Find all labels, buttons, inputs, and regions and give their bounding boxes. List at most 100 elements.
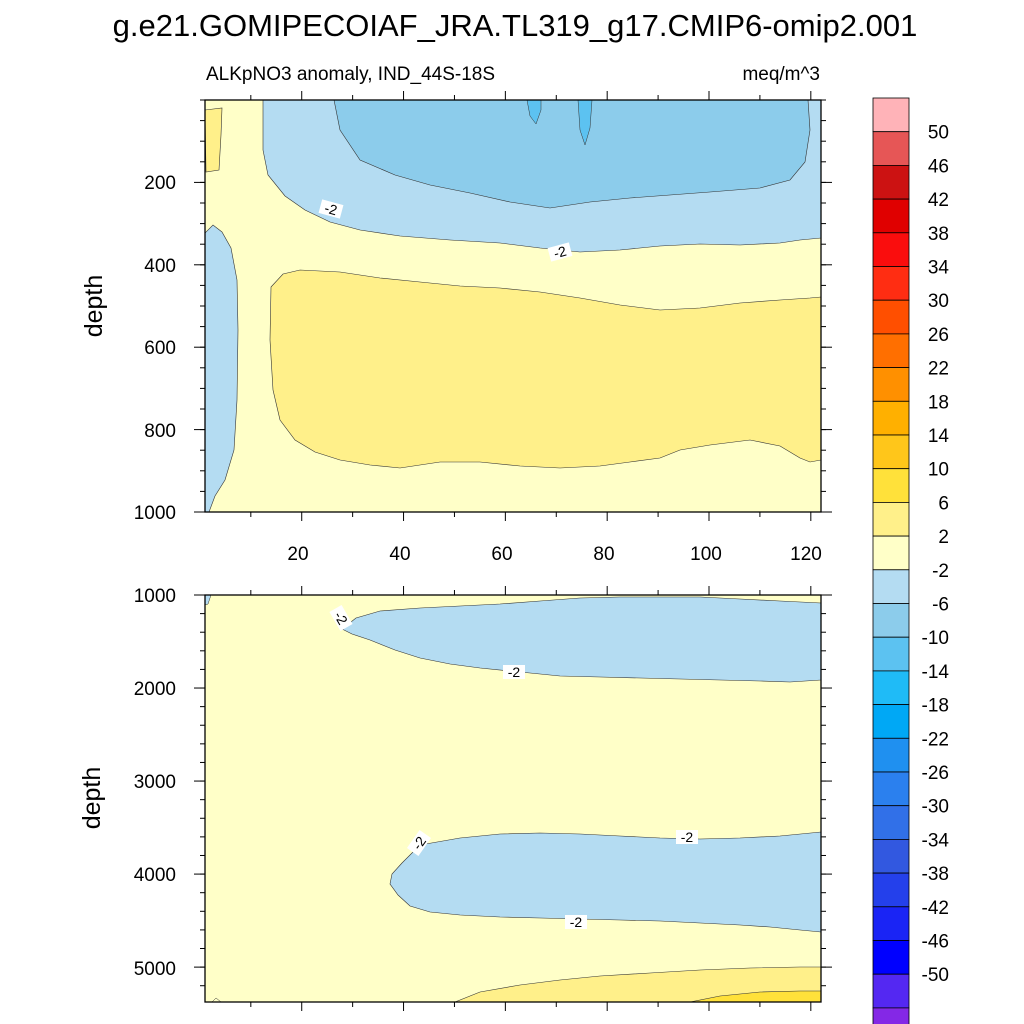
x-tick-label: 100 — [690, 544, 722, 565]
colorbar-swatch — [872, 771, 910, 807]
upper-y-axis-label: depth — [80, 275, 108, 338]
colorbar-label: -38 — [922, 864, 949, 885]
y-tick-label: 200 — [144, 173, 176, 194]
colorbar-label: 38 — [928, 224, 949, 245]
colorbar-swatch — [872, 468, 910, 503]
colorbar-swatch — [872, 400, 910, 436]
colorbar-swatch — [872, 805, 910, 840]
colorbar-swatch — [872, 232, 910, 267]
colorbar-swatch — [872, 198, 910, 234]
x-tick-label: 80 — [593, 544, 614, 565]
colorbar-swatch — [872, 569, 910, 604]
colorbar-label: -22 — [922, 729, 949, 750]
colorbar-label: 10 — [928, 460, 949, 481]
upper-contour-labels: -2 -2 — [318, 199, 573, 262]
lower-y-axis-label: depth — [78, 767, 106, 830]
contour-label: -2 — [323, 200, 339, 219]
y-tick-label: 800 — [144, 421, 176, 442]
colorbar-label: 30 — [928, 291, 949, 312]
contour-fragment — [211, 997, 222, 1002]
colorbar-swatch — [872, 940, 910, 975]
colorbar-swatch — [872, 906, 910, 941]
region-neg10-to-neg6 — [333, 100, 811, 209]
x-tick-label: 40 — [389, 544, 410, 565]
figure-title: g.e21.GOMIPECOIAF_JRA.TL319_g17.CMIP6-om… — [113, 8, 918, 43]
colorbar-swatch — [872, 839, 910, 874]
colorbar-swatch — [872, 872, 910, 908]
colorbar-swatch — [872, 603, 910, 638]
region-neg6-to-neg2-lower — [389, 831, 821, 933]
colorbar-swatch — [872, 434, 910, 470]
region-neg6-to-neg2-upper — [341, 596, 821, 683]
colorbar-swatch — [872, 1007, 910, 1024]
colorbar-label: 26 — [928, 325, 949, 346]
colorbar-label: 46 — [928, 156, 949, 177]
colorbar-label: 34 — [928, 258, 950, 279]
region-neg6-to-neg2-left — [205, 224, 239, 512]
x-tick-label: 120 — [790, 544, 822, 565]
y-tick-label: 400 — [144, 256, 176, 277]
colorbar-label: -50 — [922, 965, 949, 986]
region-neg6-corner — [205, 595, 212, 606]
y-tick-label: 600 — [144, 338, 176, 359]
colorbar-swatch — [872, 501, 910, 537]
upper-axis-ticks — [194, 91, 832, 521]
y-tick-label: 5000 — [134, 959, 176, 980]
region-neg14-spike-1 — [526, 100, 542, 125]
lower-plot-frame — [204, 594, 822, 1003]
region-6-to-10-bottom — [689, 990, 821, 1002]
region-2-to-6-surface — [205, 107, 223, 173]
colorbar-swatch — [872, 704, 910, 739]
colorbar-label: 2 — [938, 527, 949, 548]
x-tick-label: 20 — [287, 544, 308, 565]
contour-label: -2 — [570, 914, 583, 930]
contour-label: -2 — [508, 664, 521, 680]
x-tick-label: 60 — [491, 544, 512, 565]
y-tick-label: 2000 — [134, 679, 176, 700]
lower-panel-field — [205, 595, 821, 1002]
colorbar-swatch — [872, 636, 910, 672]
colorbar-label: -2 — [932, 561, 949, 582]
colorbar-swatch — [872, 973, 910, 1009]
y-tick-label: 3000 — [134, 772, 176, 793]
colorbar-swatch — [872, 535, 910, 571]
colorbar-swatch — [872, 131, 910, 166]
colorbar-label: -18 — [922, 696, 949, 717]
colorbar-label: -42 — [922, 898, 949, 919]
y-tick-label: 1000 — [134, 503, 176, 524]
lower-contour-labels: -2 -2 -2 -2 -2 — [329, 604, 698, 930]
colorbar-swatch — [872, 299, 910, 335]
contour-label: -2 — [552, 243, 568, 262]
contour-label: -2 — [681, 829, 694, 845]
colorbar-label: 6 — [938, 493, 949, 514]
region-2-to-6-bottom — [454, 966, 821, 1002]
colorbar-swatch — [872, 164, 910, 200]
colorbar-label: -46 — [922, 932, 949, 953]
y-tick-label: 4000 — [134, 865, 176, 886]
colorbar-label: -10 — [922, 628, 949, 649]
upper-panel-field — [205, 100, 821, 512]
colorbar-label: -30 — [922, 797, 949, 818]
colorbar-swatch — [872, 367, 910, 402]
colorbar-label: 42 — [928, 190, 949, 211]
colorbar: 50 46 42 38 34 30 26 22 18 14 10 6 2 -2 -6 -10 -14 -18 -22… — [872, 97, 950, 1024]
region-2-to-6-mid — [269, 269, 821, 469]
colorbar-label: -6 — [932, 595, 949, 616]
colorbar-swatch — [872, 266, 910, 301]
variable-label: ALKpNO3 anomaly, IND_44S-18S — [206, 64, 495, 85]
colorbar-label: 50 — [928, 123, 949, 144]
lower-axis-ticks — [194, 586, 832, 1011]
colorbar-swatch — [872, 670, 910, 706]
colorbar-label: -26 — [922, 763, 949, 784]
colorbar-swatch — [872, 333, 910, 368]
colorbar-swatch — [872, 97, 910, 133]
colorbar-swatch — [872, 737, 910, 773]
colorbar-label: 14 — [928, 426, 950, 447]
colorbar-label: 18 — [928, 392, 949, 413]
y-tick-label: 1000 — [134, 586, 176, 607]
units-label: meq/m^3 — [742, 64, 820, 85]
colorbar-label: -14 — [922, 662, 950, 683]
region-neg14-spike-2 — [577, 100, 593, 146]
colorbar-label: 22 — [928, 359, 949, 380]
